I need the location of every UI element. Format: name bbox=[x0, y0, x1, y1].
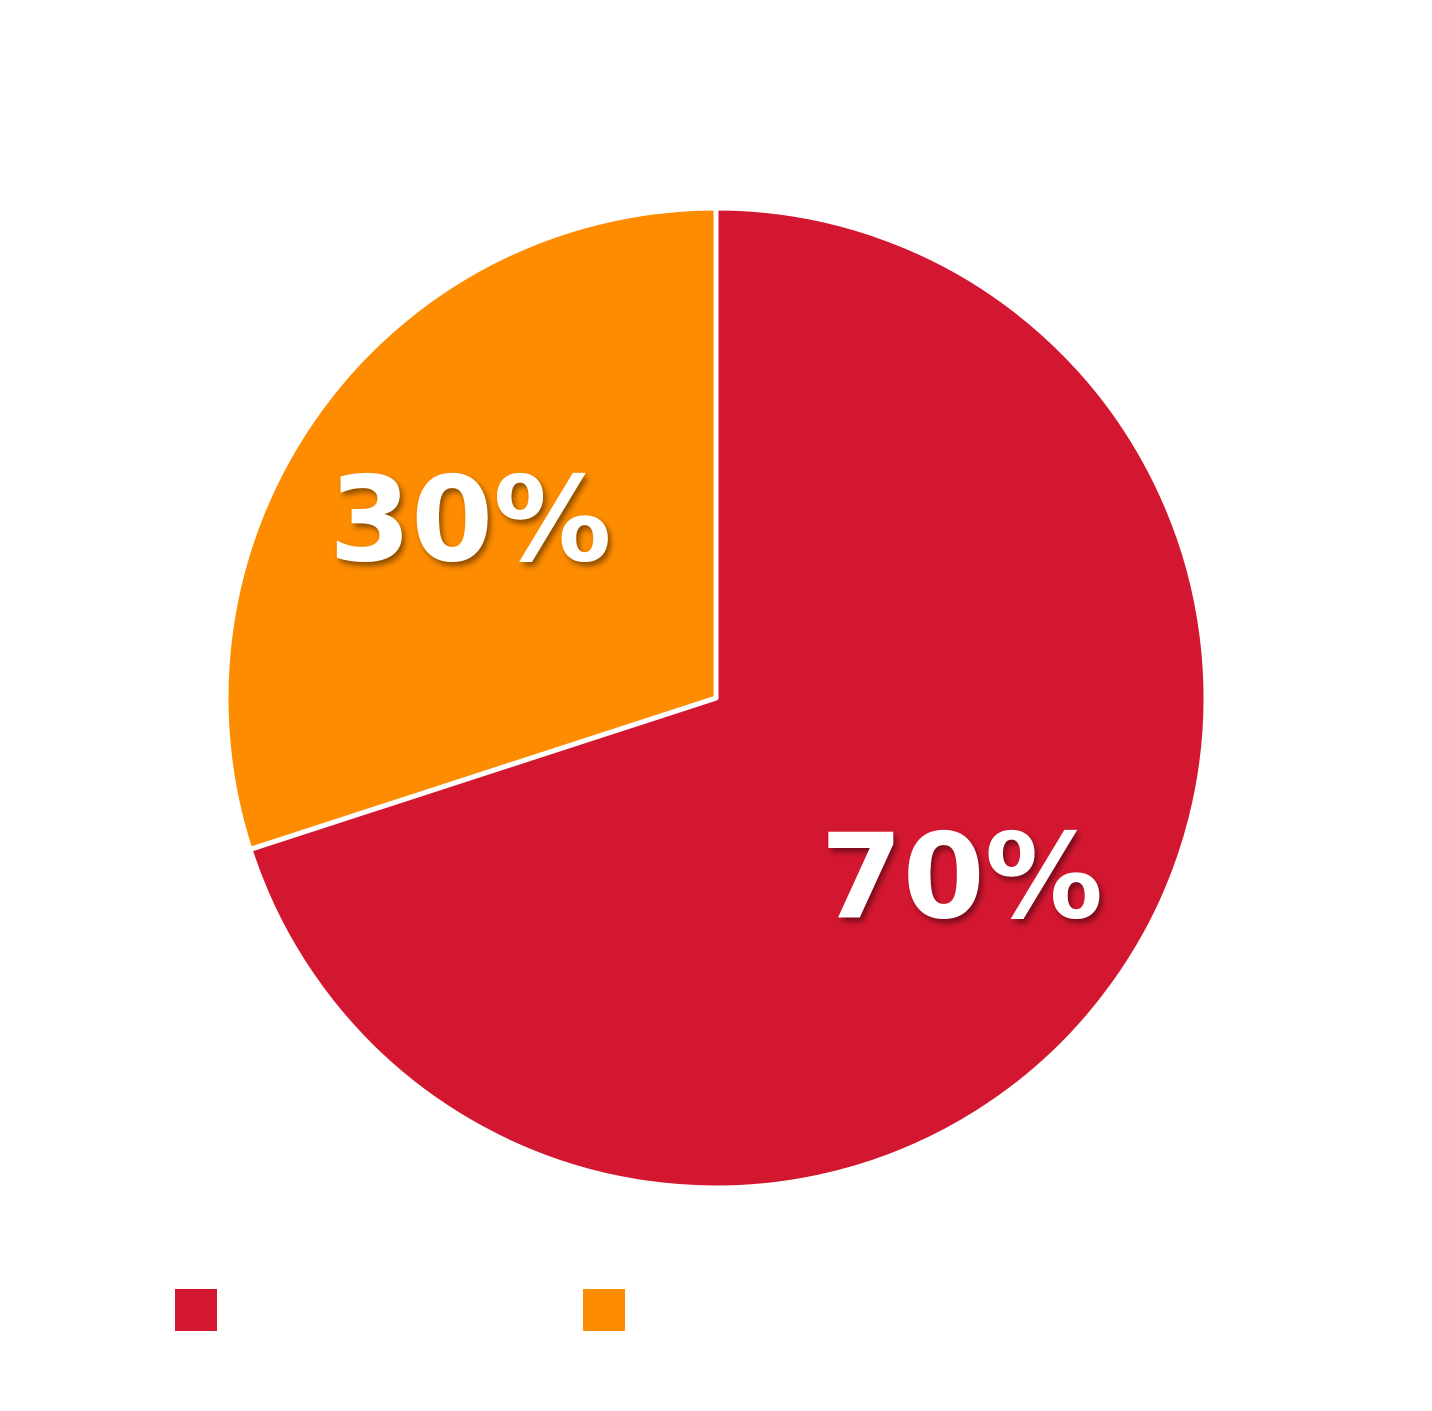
pie-slice-2 bbox=[223, 205, 719, 852]
pie-data-label-1: 70% bbox=[821, 808, 1103, 946]
legend-swatch-2 bbox=[583, 1289, 625, 1331]
pie-data-label-2: 30% bbox=[329, 450, 611, 588]
pie-slices bbox=[223, 205, 1209, 1191]
chart-legend bbox=[175, 1289, 625, 1331]
pie-data-labels: 70% 30% bbox=[329, 450, 1103, 945]
pie-slice-1 bbox=[247, 205, 1209, 1191]
legend-swatch-1 bbox=[175, 1289, 217, 1331]
